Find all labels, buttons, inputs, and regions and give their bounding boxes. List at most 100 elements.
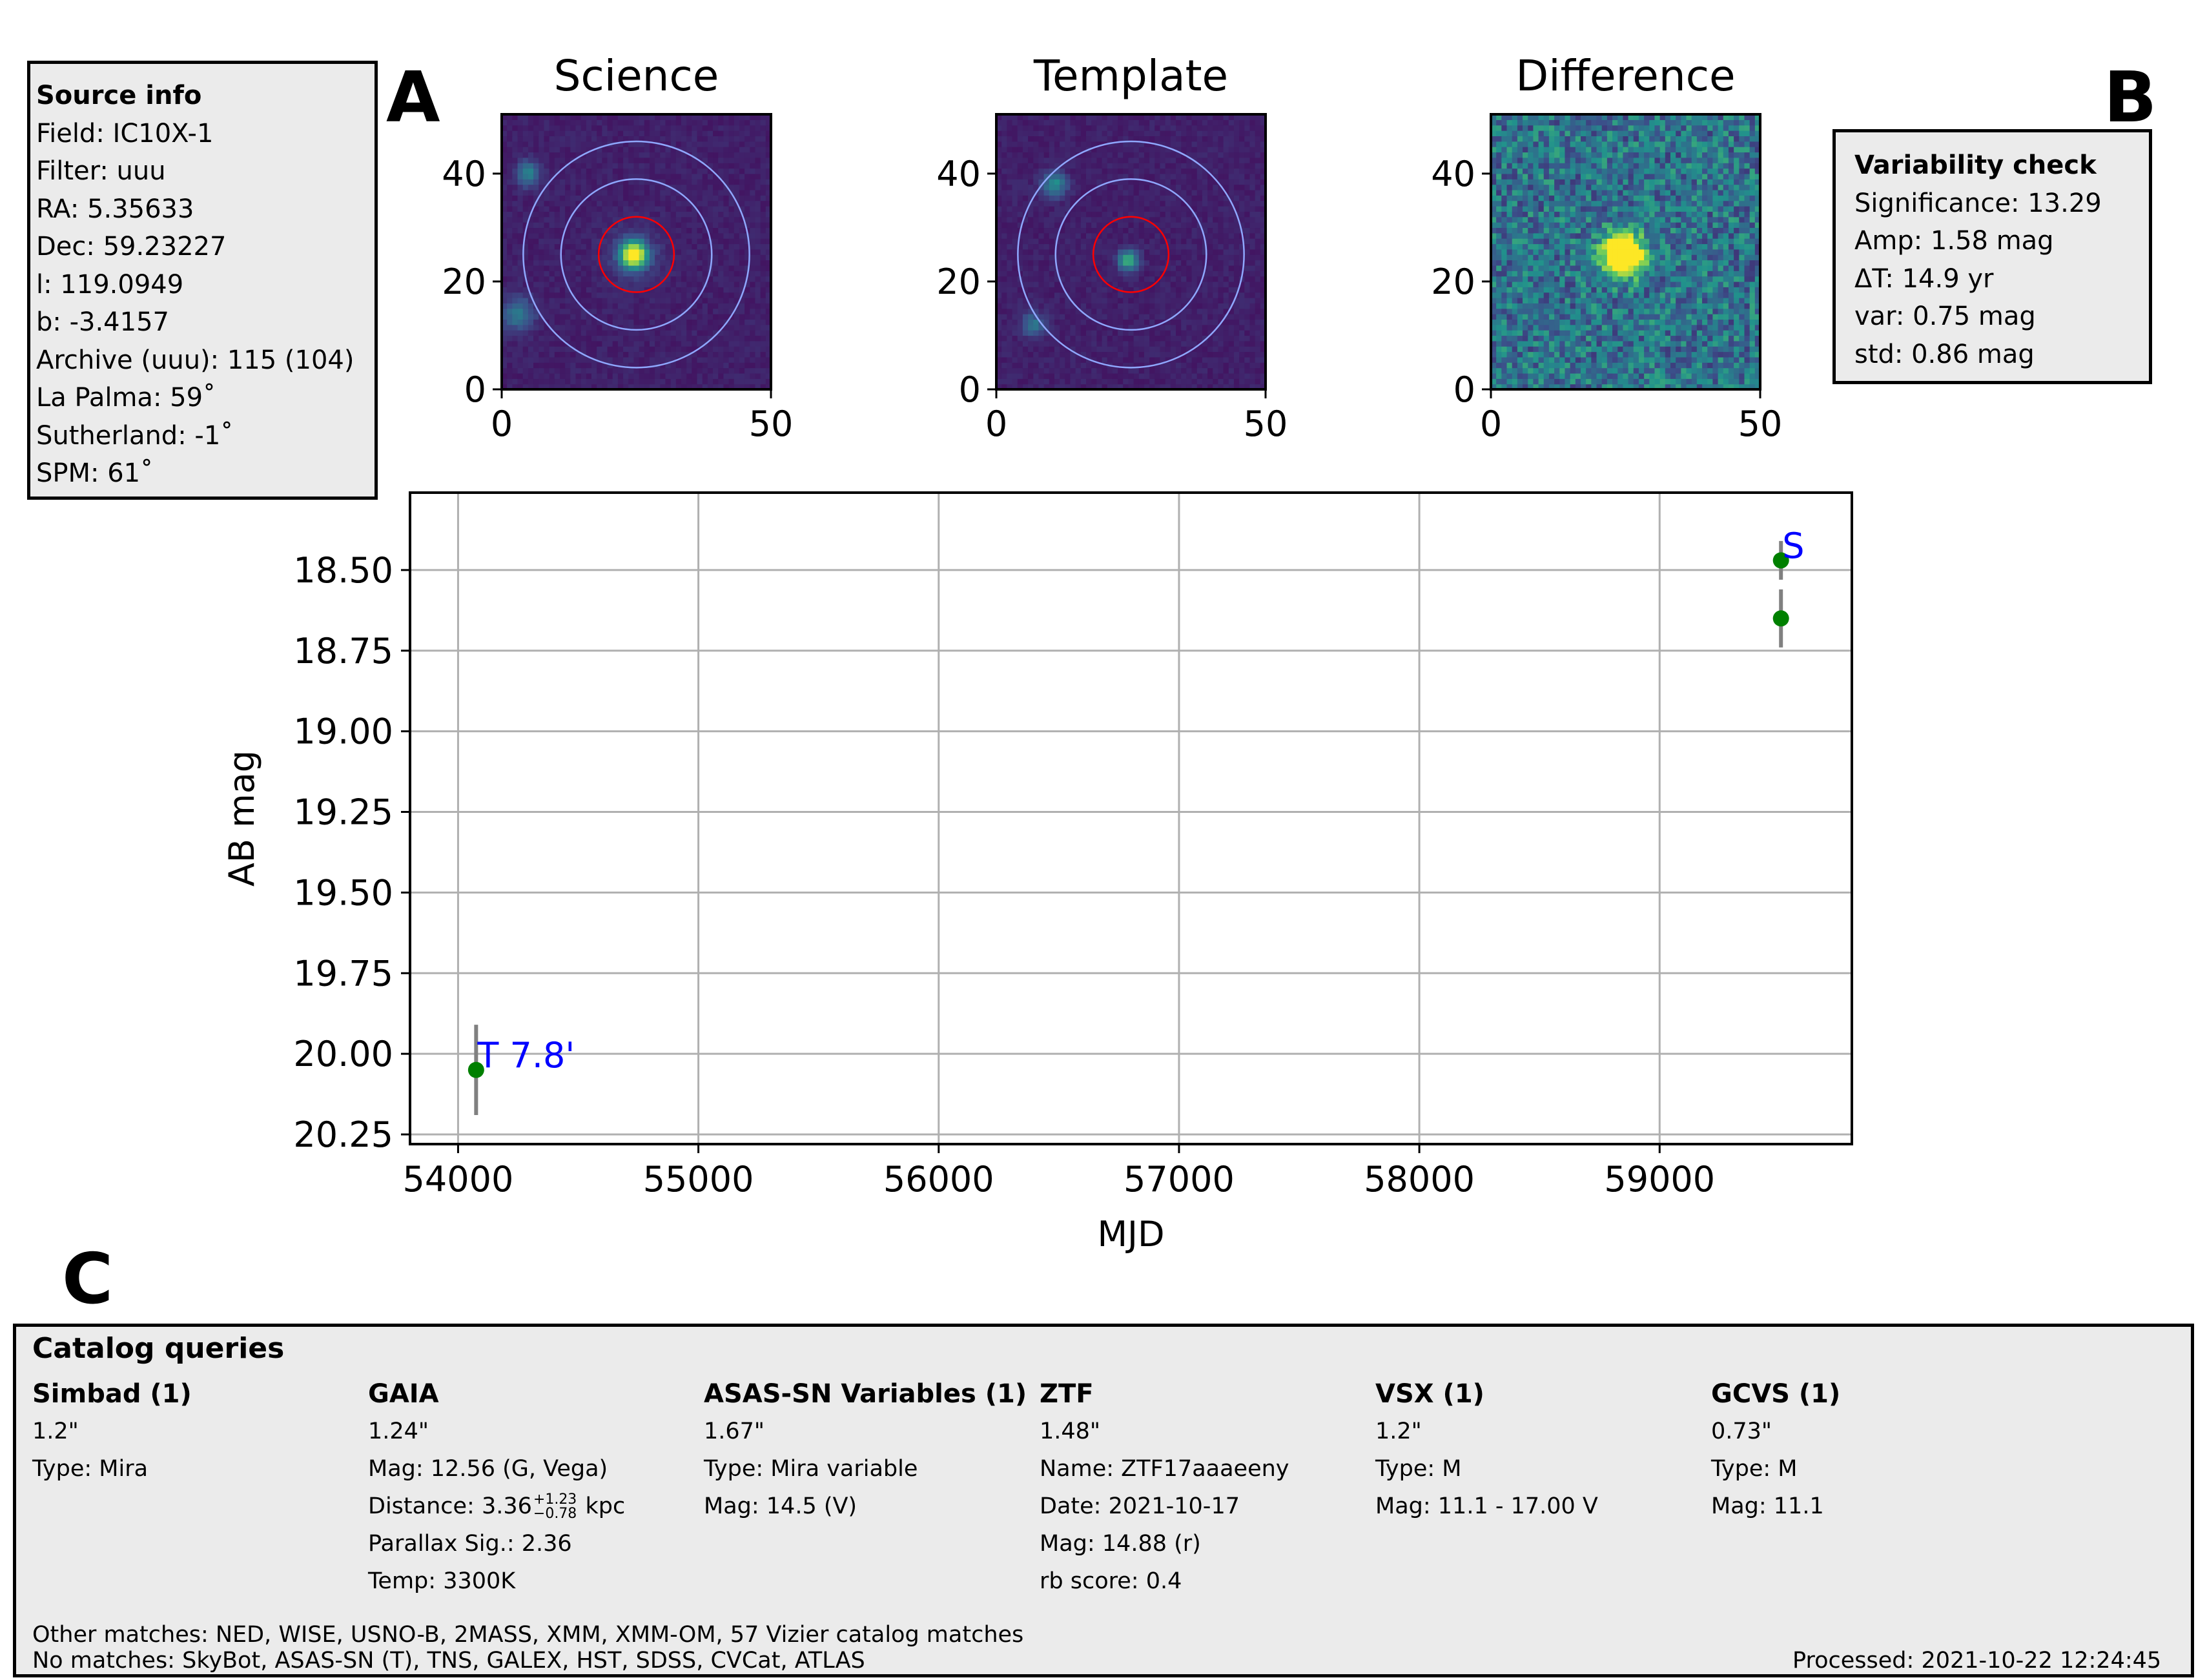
stamp-pixel	[1038, 378, 1045, 385]
stamp-pixel	[1133, 147, 1140, 153]
stamp-pixel	[623, 378, 629, 385]
stamp-pixel	[718, 287, 724, 293]
stamp-pixel	[697, 367, 703, 374]
stamp-pixel	[539, 287, 545, 293]
stamp-pixel	[728, 346, 735, 353]
stamp-pixel	[1080, 356, 1087, 363]
stamp-pixel	[1244, 211, 1251, 218]
stamp-pixel	[707, 281, 713, 287]
stamp-pixel	[1160, 260, 1166, 266]
variability-var: var: 0.75 mag	[1854, 302, 2036, 331]
stamp-pixel	[750, 324, 756, 331]
stamp-pixel	[1133, 184, 1140, 190]
stamp-pixel	[1165, 298, 1171, 303]
stamp-pixel	[1218, 254, 1224, 261]
stamp-pixel	[1149, 308, 1155, 314]
stamp-pixel	[1043, 362, 1050, 369]
stamp-pixel	[1028, 319, 1034, 325]
stamp-pixel	[1255, 276, 1261, 282]
stamp-pixel	[713, 308, 719, 314]
stamp-pixel	[1028, 378, 1034, 385]
stamp-pixel	[522, 147, 529, 153]
stamp-pixel	[1102, 157, 1108, 163]
stamp-pixel	[1149, 292, 1155, 298]
stamp-pixel	[544, 351, 550, 358]
stamp-pixel	[1202, 271, 1208, 277]
stamp-pixel	[591, 276, 597, 282]
stamp-pixel	[1070, 157, 1076, 163]
stamp-pixel	[559, 346, 566, 353]
stamp-pixel	[760, 189, 766, 196]
stamp-pixel	[723, 351, 730, 358]
stamp-pixel	[1049, 308, 1055, 314]
stamp-pixel	[728, 152, 735, 158]
stamp-pixel	[755, 281, 761, 287]
stamp-pixel	[1118, 206, 1124, 212]
stamp-pixel	[644, 367, 650, 374]
stamp-pixel	[1218, 206, 1224, 212]
stamp-pixel	[1202, 216, 1208, 223]
stamp-pixel	[692, 384, 698, 389]
stamp-pixel	[617, 346, 624, 353]
stamp-pixel	[628, 243, 635, 250]
stamp-pixel	[1144, 335, 1150, 342]
stamp-pixel	[750, 119, 756, 126]
stamp-pixel	[639, 330, 645, 336]
stamp-pixel	[1249, 351, 1256, 358]
stamp-pixel	[675, 298, 682, 303]
stamp-pixel	[565, 114, 571, 120]
stamp-pixel	[565, 249, 571, 255]
stamp-pixel	[1086, 222, 1092, 229]
stamp-pixel	[1086, 184, 1092, 190]
stamp-pixel	[1160, 373, 1166, 379]
stamp-pixel	[512, 330, 518, 336]
stamp-pixel	[623, 163, 629, 169]
stamp-pixel	[713, 340, 719, 347]
source-info-title: Source info	[36, 81, 202, 110]
stamp-pixel	[1102, 346, 1108, 353]
stamp-pixel	[1096, 362, 1103, 369]
stamp-pixel	[1060, 260, 1065, 266]
stamp-pixel	[765, 356, 771, 363]
stamp-pixel	[755, 260, 761, 266]
stamp-pixel	[1080, 362, 1087, 369]
stamp-pixel	[559, 314, 566, 320]
stamp-pixel	[1038, 298, 1045, 303]
stamp-pixel	[665, 222, 672, 229]
stamp-pixel	[1070, 287, 1076, 293]
stamp-pixel	[633, 216, 640, 223]
stamp-pixel	[559, 163, 566, 169]
stamp-pixel	[502, 249, 508, 255]
stamp-pixel	[649, 232, 655, 239]
stamp-pixel	[586, 340, 592, 347]
stamp-pixel	[765, 168, 771, 174]
stamp-pixel	[1244, 254, 1251, 261]
stamp-pixel	[1001, 260, 1007, 266]
stamp-pixel	[660, 276, 666, 282]
stamp-pixel	[1244, 147, 1251, 153]
stamp-pixel	[734, 356, 740, 363]
stamp-pixel	[1065, 200, 1071, 207]
stamp-pixel	[1091, 319, 1097, 325]
stamp-pixel	[1144, 227, 1150, 234]
stamp-pixel	[544, 265, 550, 271]
stamp-pixel	[713, 114, 719, 120]
stamp-pixel	[1228, 152, 1235, 158]
stamp-pixel	[1012, 346, 1018, 353]
stamp-pixel	[1128, 292, 1134, 298]
stamp-pixel	[1065, 335, 1071, 342]
stamp-pixel	[539, 260, 545, 266]
stamp-pixel	[597, 362, 602, 369]
stamp-pixel	[570, 287, 577, 293]
stamp-pixel	[1012, 292, 1018, 298]
stamp-pixel	[539, 179, 545, 185]
stamp-pixel	[665, 308, 672, 314]
stamp-pixel	[686, 362, 692, 369]
stamp-pixel	[1080, 335, 1087, 342]
stamp-pixel	[1239, 367, 1245, 374]
stamp-pixel	[750, 227, 756, 234]
stamp-pixel	[713, 356, 719, 363]
stamp-pixel	[1080, 319, 1087, 325]
stamp-pixel	[670, 238, 677, 245]
stamp-pixel	[1149, 340, 1155, 347]
